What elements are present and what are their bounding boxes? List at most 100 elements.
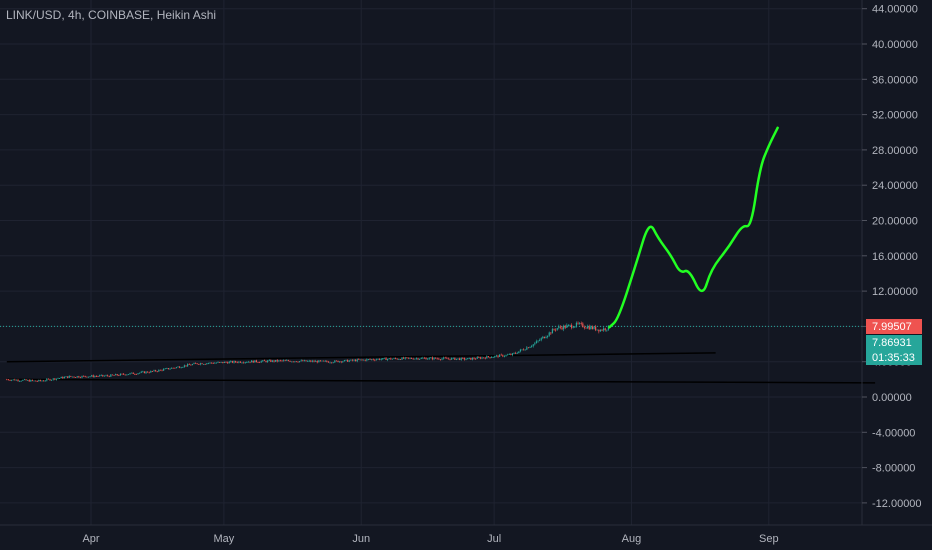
candle-body xyxy=(254,360,256,363)
candle-body xyxy=(580,323,582,324)
candle-body xyxy=(334,360,336,363)
x-tick-label: May xyxy=(214,533,235,545)
candle-body xyxy=(343,360,346,362)
candle-body xyxy=(340,361,342,363)
candle-body xyxy=(251,360,253,363)
time-axis[interactable]: Apr May Jun Jul Aug Sep xyxy=(82,533,778,545)
drawing[interactable] xyxy=(608,126,779,329)
candle-body xyxy=(425,357,427,360)
candle-body xyxy=(148,372,150,374)
candle-body xyxy=(209,362,211,364)
candle-body xyxy=(443,357,445,359)
candle-body xyxy=(468,357,470,359)
candle-body xyxy=(379,358,381,360)
candle-body xyxy=(591,326,594,330)
price-axis[interactable]: 44.00000 40.00000 36.00000 32.00000 28.00000… xyxy=(862,4,922,510)
candle-body xyxy=(207,363,210,364)
candle-body xyxy=(417,358,419,360)
candle-body xyxy=(49,379,51,381)
candle-body xyxy=(404,357,406,359)
last-price-tag: 7.99507 xyxy=(866,319,922,334)
trendlines[interactable] xyxy=(6,352,876,384)
candle-body xyxy=(543,336,546,339)
y-tick-label: 44.00000 xyxy=(872,4,918,16)
candle-body xyxy=(407,357,410,359)
candle-body xyxy=(142,371,144,373)
candle-body xyxy=(439,359,442,361)
candle-body xyxy=(356,359,358,362)
candle-body xyxy=(382,357,384,360)
candle-body xyxy=(108,375,110,377)
candle-body xyxy=(420,357,422,359)
candle-body xyxy=(332,362,334,364)
candle-body xyxy=(283,360,285,362)
current-price-tag: 7.86931 xyxy=(866,335,922,350)
candle-body xyxy=(105,375,107,377)
candle-body xyxy=(412,358,414,360)
candle-body xyxy=(11,379,13,381)
candle-body xyxy=(526,347,528,350)
candle-body xyxy=(25,379,27,381)
candle-body xyxy=(143,371,146,374)
candle-body xyxy=(236,362,238,363)
candle-body xyxy=(164,368,166,370)
candle-body xyxy=(185,365,187,367)
candle-body xyxy=(431,357,434,360)
candle-body xyxy=(227,362,229,364)
candle-body xyxy=(297,361,299,363)
x-tick-label: Apr xyxy=(82,533,99,545)
candle-body xyxy=(228,361,230,364)
candle-body xyxy=(433,357,435,360)
candle-body xyxy=(435,357,437,359)
candle-body xyxy=(524,349,526,351)
candle-body xyxy=(30,379,32,382)
candle-body xyxy=(342,361,344,363)
candles xyxy=(6,321,610,382)
candle-body xyxy=(276,360,278,362)
candle-body xyxy=(465,359,467,360)
candle-body xyxy=(351,359,354,361)
candle-body xyxy=(595,326,597,331)
candle-body xyxy=(41,380,43,382)
candle-body xyxy=(319,360,322,362)
candle-body xyxy=(369,359,371,360)
candle-body xyxy=(579,323,581,324)
candle-body xyxy=(6,379,8,381)
candle-body xyxy=(55,378,58,380)
candle-body xyxy=(323,360,325,362)
candle-body xyxy=(515,352,517,354)
candle-body xyxy=(555,329,557,331)
candle-body xyxy=(447,358,450,360)
candle-body xyxy=(422,357,424,359)
candle-body xyxy=(590,326,592,330)
candle-body xyxy=(339,361,341,363)
candle-body xyxy=(231,361,234,363)
candle-body xyxy=(150,370,152,373)
candle-body xyxy=(403,357,405,359)
candle-body xyxy=(180,367,182,369)
candle-body xyxy=(606,329,608,331)
candle-body xyxy=(471,357,474,360)
candle-body xyxy=(19,380,21,382)
candle-body xyxy=(388,358,390,360)
candle-body xyxy=(126,374,128,376)
candle-body xyxy=(268,360,270,361)
candle-body xyxy=(391,358,394,360)
y-tick-label: 0.00000 xyxy=(872,392,912,404)
candle-body xyxy=(172,367,174,369)
candle-body xyxy=(161,369,163,371)
x-tick-label: Jul xyxy=(487,533,501,545)
candle-body xyxy=(399,359,402,361)
candle-body xyxy=(259,362,261,364)
candle-body xyxy=(140,371,142,373)
candle-body xyxy=(492,356,494,358)
y-tick-label: -8.00000 xyxy=(872,463,915,475)
candle-body xyxy=(587,326,589,329)
candle-body xyxy=(89,376,91,378)
candle-body xyxy=(121,373,123,375)
candle-body xyxy=(459,358,461,360)
candle-body xyxy=(116,374,118,376)
candle-body xyxy=(60,376,62,379)
